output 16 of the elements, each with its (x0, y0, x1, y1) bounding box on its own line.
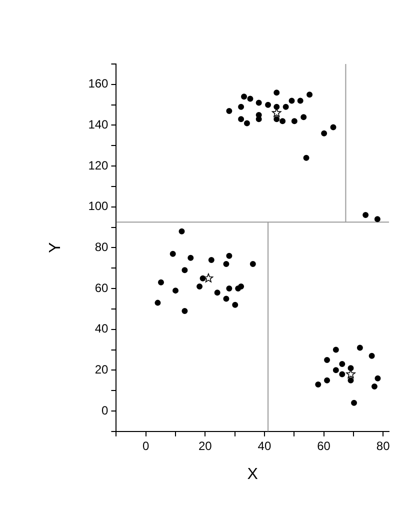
x-tick-label: 80 (376, 438, 390, 453)
y-tick-label: 100 (88, 199, 109, 214)
y-tick-label: 60 (94, 280, 109, 295)
x-tick-label: 20 (198, 438, 212, 453)
y-tick-label: 40 (94, 322, 109, 336)
y-tick-label: 160 (88, 76, 109, 91)
y-tick-label: 140 (88, 118, 109, 132)
x-axis-title: X (247, 466, 258, 483)
x-tick-label: 60 (317, 438, 331, 453)
y-tick-label: 120 (88, 158, 109, 172)
y-axis-title: Y (47, 242, 64, 254)
x-tick-label: 40 (258, 438, 272, 453)
y-tick-label: 20 (94, 362, 109, 376)
y-tick-label: 0 (102, 403, 109, 418)
x-tick-label: 0 (142, 438, 150, 453)
y-tick-label: 80 (94, 240, 109, 254)
